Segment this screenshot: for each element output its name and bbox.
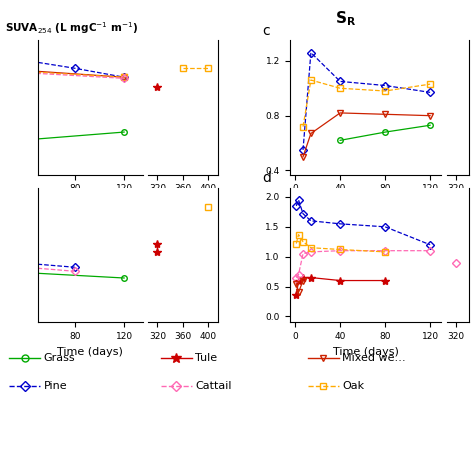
Text: Tule: Tule bbox=[195, 353, 218, 363]
Text: d: d bbox=[262, 171, 271, 185]
X-axis label: Time (days): Time (days) bbox=[57, 346, 123, 356]
Text: Grass: Grass bbox=[44, 353, 75, 363]
Text: Cattail: Cattail bbox=[195, 381, 232, 392]
Text: Pine: Pine bbox=[44, 381, 67, 392]
Text: $\mathbf{S_R}$: $\mathbf{S_R}$ bbox=[336, 10, 356, 28]
Text: Mixed we…: Mixed we… bbox=[342, 353, 406, 363]
Text: Oak: Oak bbox=[342, 381, 365, 392]
Text: SUVA$_{254}$ (L mgC$^{-1}$ m$^{-1}$): SUVA$_{254}$ (L mgC$^{-1}$ m$^{-1}$) bbox=[5, 20, 138, 36]
Text: c: c bbox=[262, 24, 270, 37]
X-axis label: Time (days): Time (days) bbox=[332, 346, 398, 356]
